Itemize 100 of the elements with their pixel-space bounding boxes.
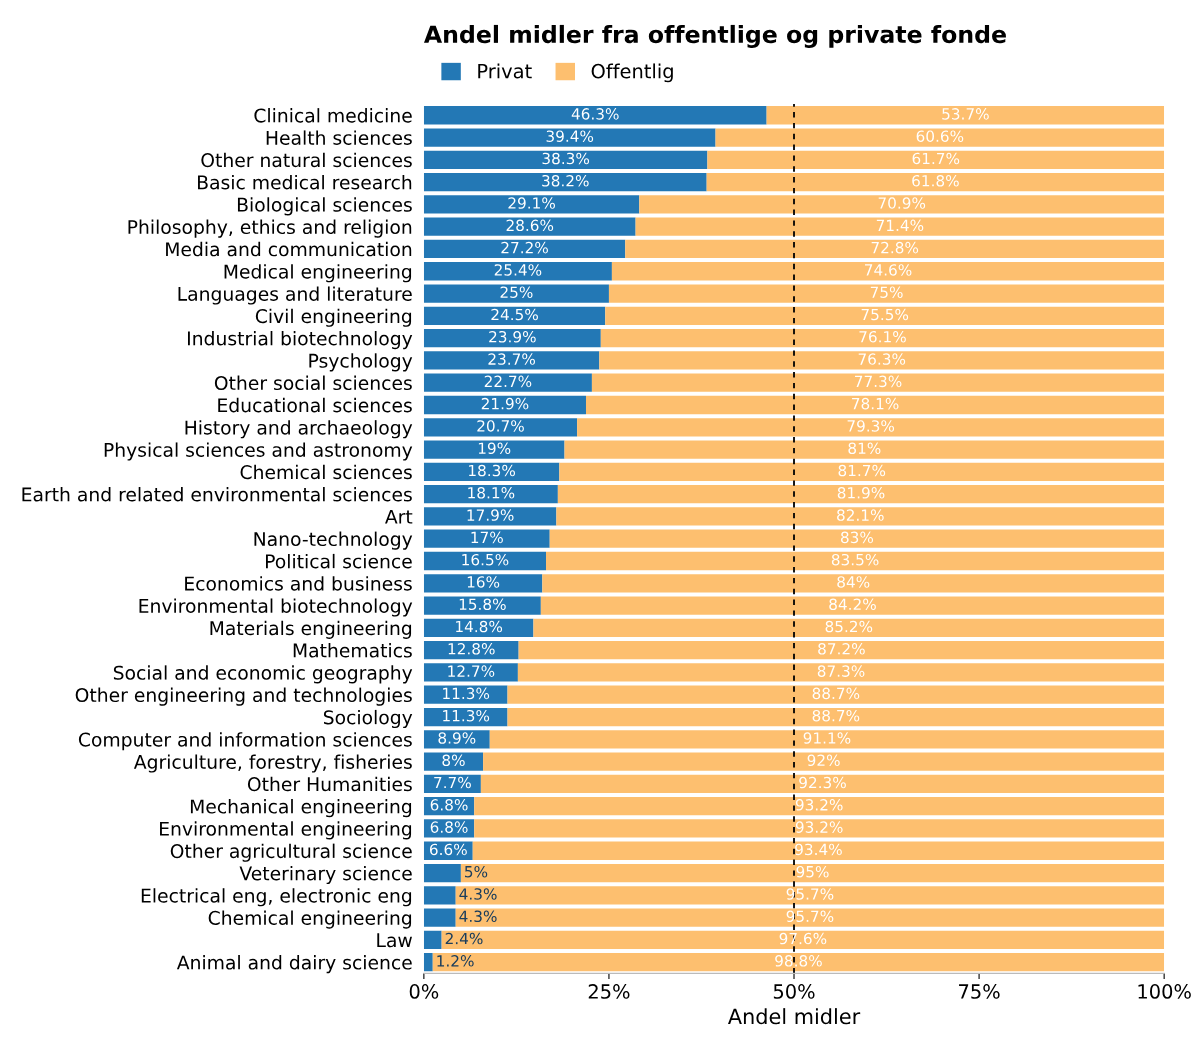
data-label: 27.2% — [501, 241, 548, 254]
data-label: 11.3% — [443, 709, 490, 722]
data-label: 91.1% — [803, 732, 851, 744]
data-label: 92.3% — [799, 776, 846, 789]
data-label: 83% — [840, 531, 874, 544]
bar — [423, 886, 456, 905]
bar — [423, 485, 558, 504]
y-tick-label: Chemical sciences — [240, 464, 412, 480]
data-label: 84.2% — [829, 598, 876, 611]
bar — [564, 440, 1165, 459]
bar — [766, 106, 1165, 125]
data-label: 97.6% — [779, 932, 827, 945]
data-label: 25% — [500, 286, 533, 298]
data-label: 88.7% — [812, 687, 860, 700]
data-label: 88.7% — [812, 709, 860, 722]
data-label: 93.2% — [795, 799, 843, 811]
bar — [715, 128, 1165, 147]
bar — [474, 819, 1165, 838]
y-tick-label: Physical sciences and astronomy — [104, 442, 413, 461]
bar — [600, 328, 1165, 348]
data-label: 16.5% — [462, 553, 509, 566]
y-tick-label: Computer and information sciences — [78, 732, 412, 751]
bar — [540, 596, 1165, 615]
data-label: 95.7% — [786, 910, 834, 923]
bar — [557, 485, 1165, 504]
data-label: 25.4% — [494, 264, 542, 276]
data-label: 74.6% — [865, 264, 912, 276]
y-tick-label: Health sciences — [266, 130, 412, 145]
data-label: 4.3% — [459, 910, 497, 923]
bar — [533, 618, 1165, 638]
legend-label: Privat — [478, 63, 532, 79]
bar — [423, 596, 541, 615]
bar — [423, 574, 543, 593]
bar — [432, 953, 1165, 972]
y-tick-label: Political science — [266, 553, 412, 569]
bar — [605, 306, 1165, 325]
bar — [423, 908, 456, 927]
x-axis-title: Andel midler — [727, 1008, 861, 1025]
data-label: 70.9% — [878, 197, 926, 209]
data-label: 12.7% — [448, 665, 495, 677]
data-label: 14.8% — [456, 620, 503, 633]
bar — [423, 262, 612, 281]
data-label: 87.2% — [818, 643, 865, 655]
data-label: 98.8% — [775, 955, 822, 967]
bar — [423, 150, 708, 169]
data-label: 95.7% — [786, 888, 834, 900]
data-label: 12.8% — [448, 643, 495, 655]
y-tick-label: Clinical medicine — [254, 108, 412, 123]
x-tick-label: 0% — [409, 984, 439, 999]
data-label: 75.5% — [861, 308, 909, 321]
bar — [423, 618, 534, 638]
data-label: 87.3% — [817, 665, 865, 677]
data-label: 8.9% — [438, 732, 476, 744]
x-tick-label: 75% — [959, 984, 1000, 999]
bar — [585, 395, 1165, 415]
y-tick-label: Other natural sciences — [201, 152, 412, 168]
y-tick-label: Electrical eng, electronic eng — [141, 888, 412, 907]
data-label: 81.9% — [837, 487, 885, 499]
y-tick-label: Biological sciences — [237, 197, 412, 216]
bar — [542, 574, 1165, 593]
bar — [707, 150, 1165, 169]
bar — [423, 306, 606, 325]
data-label: 11.3% — [443, 687, 490, 700]
bar — [423, 752, 484, 771]
bar — [507, 707, 1165, 727]
bar — [639, 195, 1165, 214]
bar — [423, 239, 626, 259]
data-label: 76.1% — [859, 331, 906, 343]
legend-label: Offentlig — [591, 63, 673, 83]
data-label: 2.4% — [445, 932, 483, 945]
data-label: 93.4% — [795, 843, 842, 856]
data-label: 46.3% — [571, 108, 619, 120]
data-label: 81% — [848, 442, 881, 454]
bar — [423, 351, 600, 370]
bar — [423, 128, 716, 147]
data-label: 78.1% — [852, 397, 899, 410]
data-label: 38.3% — [542, 152, 590, 165]
bar — [546, 551, 1165, 571]
bar — [423, 284, 609, 303]
data-label: 7.7% — [434, 776, 471, 789]
data-label: 22.7% — [484, 375, 532, 388]
bar — [480, 774, 1165, 794]
data-label: 93.2% — [795, 821, 843, 833]
bar — [423, 707, 508, 727]
y-tick-label: Psychology — [309, 353, 413, 372]
data-label: 4.3% — [459, 888, 497, 900]
bar — [423, 953, 433, 972]
y-tick-label: Law — [377, 933, 412, 948]
data-label: 84% — [837, 576, 870, 588]
data-label: 15.8% — [459, 598, 506, 611]
data-label: 61.7% — [912, 152, 960, 165]
data-label: 71.4% — [876, 219, 924, 232]
data-label: 19% — [478, 442, 511, 454]
bar — [577, 418, 1165, 437]
bar — [599, 351, 1165, 370]
bar — [591, 373, 1165, 392]
y-tick-label: Earth and related environmental sciences — [22, 487, 412, 502]
data-label: 5% — [465, 865, 488, 878]
data-label: 6.8% — [430, 799, 468, 811]
bar — [423, 462, 560, 481]
